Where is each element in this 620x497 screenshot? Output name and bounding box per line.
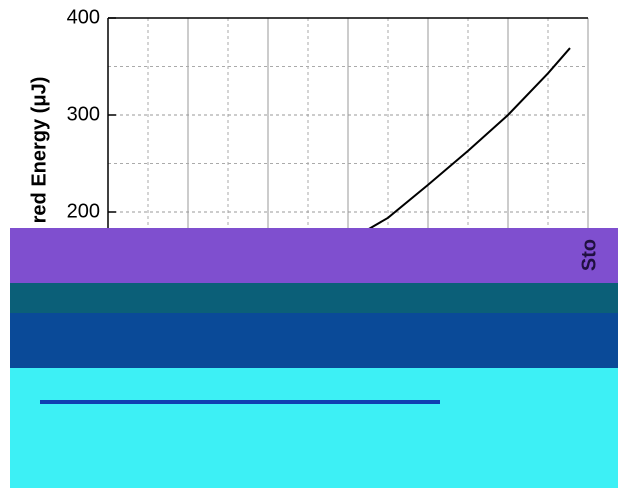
- glitch-band: [40, 400, 440, 404]
- glitch-band: [10, 368, 618, 488]
- annotation: Sto: [578, 239, 600, 271]
- y-tick-label: 300: [67, 103, 100, 125]
- y-tick-label: 400: [67, 6, 100, 28]
- y-axis-label: red Energy (μJ): [28, 77, 50, 224]
- glitch-band: [10, 283, 618, 313]
- y-tick-label: 200: [67, 200, 100, 222]
- glitch-band: [10, 228, 618, 283]
- glitch-band: [10, 313, 618, 368]
- glitch-overlay: [10, 228, 618, 488]
